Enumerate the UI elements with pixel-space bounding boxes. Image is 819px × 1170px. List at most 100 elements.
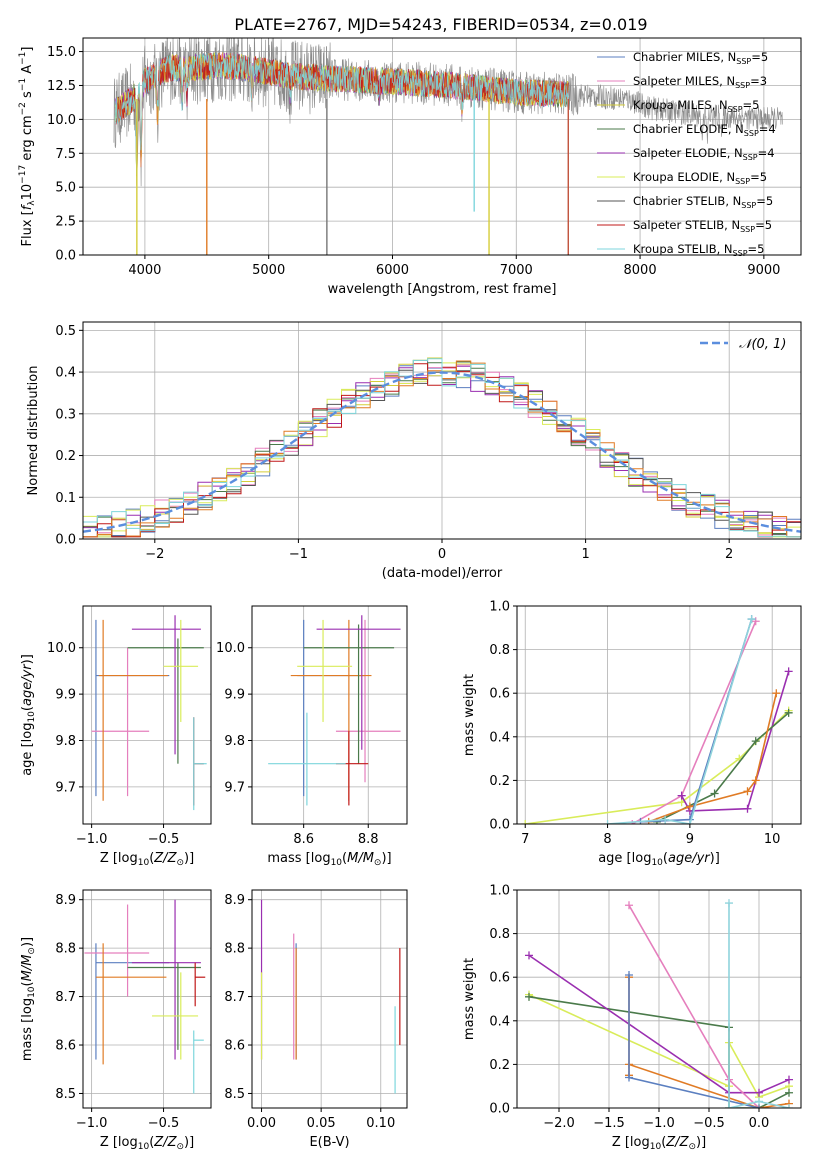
y-tick-label: 8.5	[55, 1087, 76, 1102]
y-axis-label: mass [log10(M/M⊙)]	[20, 937, 37, 1061]
axes-frame: 4000 5000 6000 7000 8000 9000 0.0 2.5 5.0 7.5 10.0…	[18, 37, 802, 297]
x-axis-label: Z [log10(Z/Z⊙)]	[100, 1135, 194, 1152]
x-axis-label: Z [log10(Z/Z⊙)]	[100, 851, 194, 868]
x-tick-label: −1.0	[76, 1116, 108, 1131]
y-tick-label: 0.3	[55, 407, 76, 422]
y-tick-label: 8.6	[55, 1039, 76, 1054]
y-tick-label: 0.2	[55, 449, 76, 464]
y-axis-label: mass weight	[462, 958, 477, 1040]
y-tick-label: 9.7	[224, 780, 245, 795]
axes-massweight-vs-Z: −2.0 −1.5 −1.0 −0.5 0.0 0.0 0.2 0.4 0.6 0.8 1.0 Z […	[462, 884, 802, 1152]
chart-layer: 4000 5000 6000 7000 8000 90000.02.55.07.510.0…	[18, 37, 802, 1152]
series-line	[628, 904, 760, 1108]
legend-label: Chabrier MILES, NSSP=5	[633, 50, 768, 66]
data-point-marker	[743, 804, 752, 813]
data-point-marker	[725, 1104, 733, 1108]
data-point-marker	[785, 1104, 793, 1108]
y-tick-label: 9.7	[55, 780, 76, 795]
x-tick-label: −1	[289, 547, 308, 562]
data-point-marker	[661, 815, 670, 824]
x-tick-label: 0.00	[247, 1116, 276, 1131]
x-tick-label: 0.10	[366, 1116, 395, 1131]
plot-area	[268, 615, 401, 806]
legend-label: 𝒩(0, 1)	[739, 337, 786, 352]
y-tick-label: 0.0	[55, 533, 76, 548]
legend-label: Kroupa STELIB, NSSP=5	[633, 242, 764, 258]
x-tick-label: 0.05	[307, 1116, 336, 1131]
y-tick-label: 8.7	[55, 990, 76, 1005]
x-axis-label: E(B-V)	[309, 1135, 349, 1150]
y-tick-label: 9.8	[224, 734, 245, 749]
plot-area	[521, 615, 793, 824]
y-tick-label: 0.0	[489, 1102, 510, 1117]
x-tick-label: −1.5	[593, 1116, 625, 1131]
x-tick-label: −2.0	[543, 1116, 575, 1131]
data-point-marker	[755, 1088, 763, 1097]
y-axis-label: age [log10(age/yr)]	[20, 654, 37, 776]
x-tick-label: −0.5	[148, 1116, 180, 1131]
legend: Chabrier MILES, NSSP=5 Salpeter MILES, NS…	[597, 50, 776, 258]
y-tick-label: 0.0	[55, 249, 76, 264]
y-tick-label: 8.6	[224, 1039, 245, 1054]
data-point-marker	[625, 901, 633, 910]
data-point-marker	[747, 615, 756, 624]
legend-label: Chabrier ELODIE, NSSP=4	[633, 122, 776, 138]
y-tick-label: 0.2	[489, 774, 510, 789]
data-point-marker	[755, 1097, 763, 1106]
x-axis-label: age [log10(age/yr)]	[598, 851, 720, 868]
axes-border	[516, 605, 802, 825]
y-tick-label: 9.8	[55, 734, 76, 749]
axes-massweight-vs-age: 7 8 9 10 0.0 0.2 0.4 0.6 0.8 1.0 age [log10(age/yr…	[462, 600, 802, 868]
axes-spectrum: 4000 5000 6000 7000 8000 9000 0.0 2.5 5.0 7.5 10.0…	[18, 37, 802, 297]
x-tick-label: 9	[686, 832, 694, 847]
data-point-marker	[525, 992, 533, 1001]
legend-label: Salpeter MILES, NSSP=3	[633, 74, 767, 90]
data-point-marker	[685, 820, 694, 824]
x-tick-label: 9000	[747, 263, 780, 278]
y-tick-label: 10.0	[47, 641, 76, 656]
data-point-marker	[525, 951, 533, 960]
series-line	[525, 710, 790, 824]
series-line	[607, 618, 753, 824]
data-point-marker	[677, 791, 686, 800]
axes-frame: −1.0 −0.5 9.7 9.8 9.9 10.0 Z [log10(Z/Z⊙)] age …	[20, 605, 212, 868]
y-tick-label: 0.4	[489, 1014, 510, 1029]
x-axis-label: (data-model)/error	[382, 566, 503, 581]
legend-label: Salpeter ELODIE, NSSP=4	[633, 146, 775, 162]
x-tick-label: −1.0	[643, 1116, 675, 1131]
y-tick-label: 0.0	[489, 818, 510, 833]
x-tick-label: 5000	[252, 263, 285, 278]
x-tick-label: 8.8	[358, 832, 379, 847]
x-tick-label: 8	[603, 832, 611, 847]
axes-border	[82, 605, 212, 825]
x-axis-label: mass [log10(M/M⊙)]	[267, 851, 391, 868]
data-point-marker	[603, 820, 612, 824]
y-tick-label: 8.5	[224, 1087, 245, 1102]
y-tick-label: 1.0	[489, 884, 510, 899]
y-tick-label: 8.8	[224, 942, 245, 957]
x-tick-label: −2	[145, 547, 164, 562]
model-spectrum-line	[114, 52, 569, 180]
series-line	[628, 975, 760, 1108]
axes-frame: −2.0 −1.5 −1.0 −0.5 0.0 0.0 0.2 0.4 0.6 0.8 1.0 Z […	[462, 884, 802, 1152]
axes-border	[82, 889, 212, 1109]
x-tick-label: −0.5	[693, 1116, 725, 1131]
y-tick-label: 0.4	[489, 730, 510, 745]
figure-title: PLATE=2767, MJD=54243, FIBERID=0534, z=0…	[234, 15, 647, 34]
y-axis-label: Flux [fλ10−17 erg cm−2 s−1 A−1]	[18, 47, 37, 247]
axes-border	[251, 889, 408, 1109]
x-tick-label: 6000	[376, 263, 409, 278]
y-tick-label: 7.5	[55, 147, 76, 162]
x-tick-label: 10	[764, 832, 781, 847]
y-tick-label: 8.9	[224, 893, 245, 908]
axes-frame: 8.6 8.8 9.7 9.8 9.9 10.0 mass [log10(M/M⊙)]	[216, 605, 408, 868]
x-tick-label: 7	[521, 832, 529, 847]
legend-label: Salpeter STELIB, NSSP=5	[633, 218, 772, 234]
x-tick-label: 8.6	[293, 832, 314, 847]
y-tick-label: 10.0	[216, 641, 245, 656]
plot-area	[113, 38, 783, 255]
y-tick-label: 15.0	[47, 45, 76, 60]
y-axis-label: Normed distribution	[26, 366, 41, 496]
x-tick-label: 2	[725, 547, 733, 562]
legend-label: Chabrier STELIB, NSSP=5	[633, 194, 773, 210]
